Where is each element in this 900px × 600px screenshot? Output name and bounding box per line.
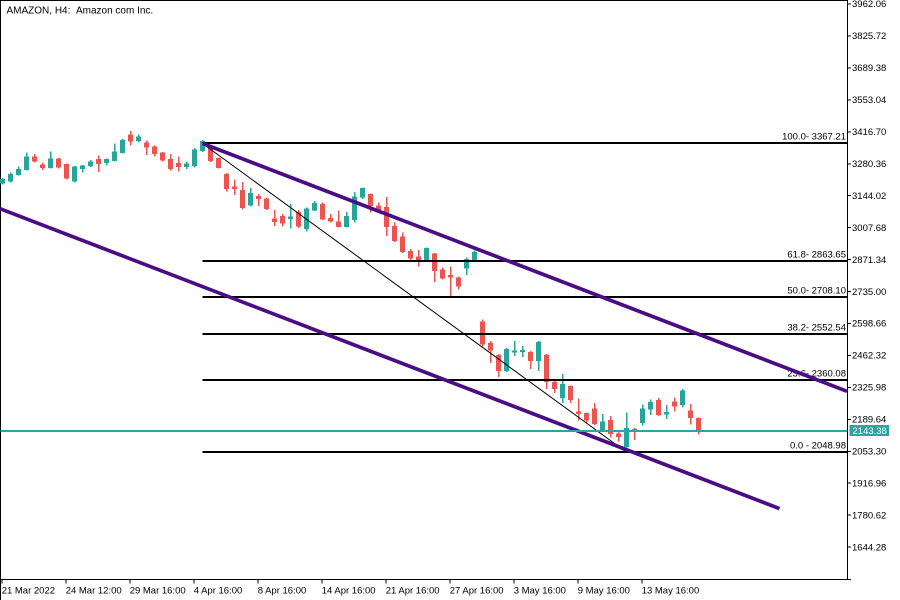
svg-text:14 Apr 16:00: 14 Apr 16:00: [322, 586, 376, 597]
svg-text:2189.64: 2189.64: [852, 415, 886, 426]
svg-text:3689.38: 3689.38: [852, 63, 886, 74]
svg-text:2143.38: 2143.38: [853, 426, 887, 437]
svg-text:2053.30: 2053.30: [852, 447, 886, 458]
svg-text:2871.34: 2871.34: [852, 255, 886, 266]
svg-text:3007.68: 3007.68: [852, 223, 886, 234]
svg-text:3825.72: 3825.72: [852, 31, 886, 42]
svg-text:3553.04: 3553.04: [852, 95, 886, 106]
svg-text:3280.36: 3280.36: [852, 159, 886, 170]
svg-text:3416.70: 3416.70: [852, 127, 886, 138]
svg-text:21 Mar 2022: 21 Mar 2022: [2, 586, 55, 597]
svg-text:29 Mar 16:00: 29 Mar 16:00: [130, 586, 186, 597]
svg-text:2598.66: 2598.66: [852, 319, 886, 330]
svg-text:21 Apr 16:00: 21 Apr 16:00: [386, 586, 440, 597]
svg-text:2735.00: 2735.00: [852, 287, 886, 298]
svg-text:13 May 16:00: 13 May 16:00: [642, 586, 700, 597]
svg-text:61.8- 2863.65: 61.8- 2863.65: [787, 249, 846, 260]
svg-text:0.0 - 2048.98: 0.0 - 2048.98: [790, 440, 846, 451]
svg-text:50.0- 2708.10: 50.0- 2708.10: [787, 285, 846, 296]
svg-text:1780.62: 1780.62: [852, 510, 886, 521]
svg-text:8 Apr 16:00: 8 Apr 16:00: [258, 586, 307, 597]
svg-text:3144.02: 3144.02: [852, 191, 886, 202]
svg-text:38.2- 2552.54: 38.2- 2552.54: [787, 322, 846, 333]
svg-text:23.6- 2360.08: 23.6- 2360.08: [787, 368, 846, 379]
svg-text:2462.32: 2462.32: [852, 351, 886, 362]
svg-text:AMAZON, H4: Amazon com Inc.: AMAZON, H4: Amazon com Inc.: [7, 6, 154, 17]
svg-text:2325.98: 2325.98: [852, 383, 886, 394]
svg-text:27 Apr 16:00: 27 Apr 16:00: [450, 586, 504, 597]
svg-text:3962.06: 3962.06: [852, 0, 886, 10]
svg-text:1644.28: 1644.28: [852, 542, 886, 553]
svg-text:3 May 16:00: 3 May 16:00: [514, 586, 566, 597]
svg-text:100.0- 3367.21: 100.0- 3367.21: [782, 131, 846, 142]
svg-text:24 Mar 12:00: 24 Mar 12:00: [66, 586, 122, 597]
svg-text:4 Apr 16:00: 4 Apr 16:00: [194, 586, 243, 597]
svg-text:9 May 16:00: 9 May 16:00: [578, 586, 630, 597]
svg-text:1916.96: 1916.96: [852, 478, 886, 489]
